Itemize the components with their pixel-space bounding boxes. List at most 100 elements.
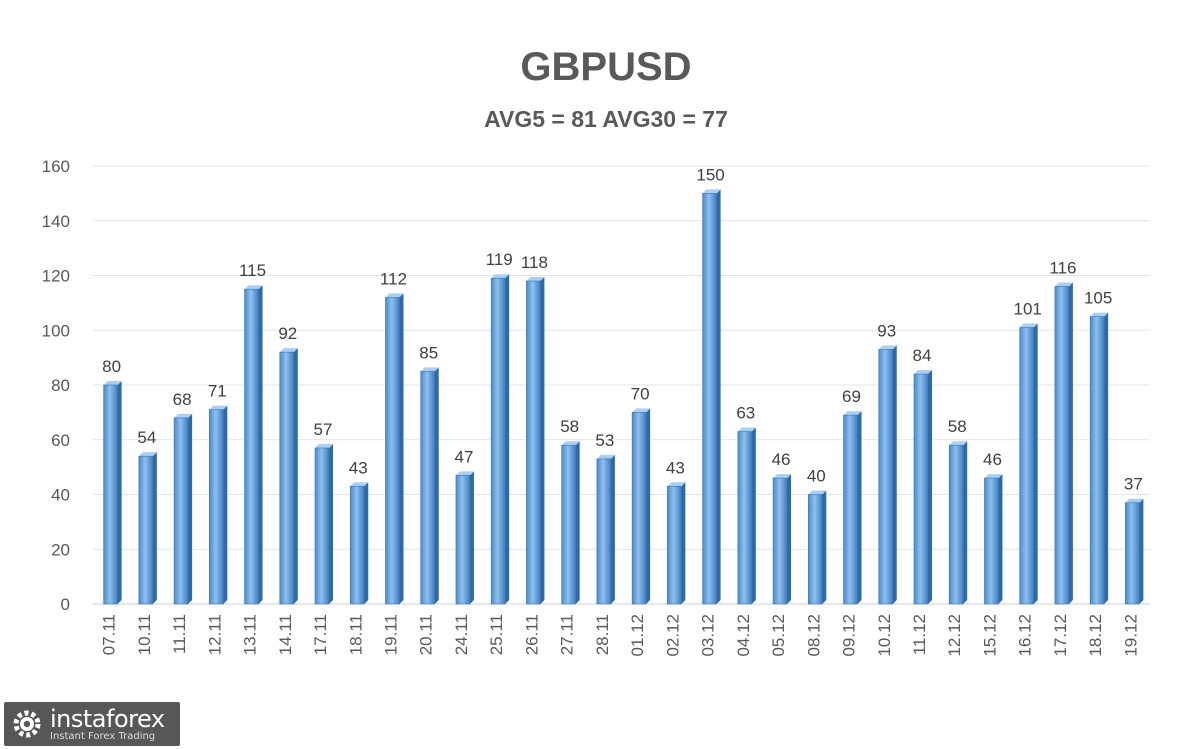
bar-front bbox=[279, 351, 295, 605]
data-label: 46 bbox=[772, 450, 791, 469]
bar bbox=[667, 482, 686, 605]
bar-side bbox=[188, 413, 193, 604]
x-tick-label: 10.12 bbox=[875, 614, 894, 657]
data-label: 54 bbox=[137, 428, 156, 447]
bar-side bbox=[223, 405, 228, 604]
bar-side bbox=[1139, 498, 1144, 604]
bar bbox=[913, 370, 932, 605]
x-tick-label: 11.11 bbox=[170, 614, 189, 654]
x-tick-label: 10.11 bbox=[135, 614, 154, 655]
data-label: 46 bbox=[983, 450, 1002, 469]
bar bbox=[103, 381, 122, 605]
data-label: 43 bbox=[666, 458, 685, 477]
bar bbox=[1089, 312, 1109, 605]
x-tick-label: 01.12 bbox=[628, 614, 647, 657]
bar-front bbox=[878, 349, 894, 605]
x-tick-label: 17.12 bbox=[1051, 614, 1070, 657]
y-axis-ticks: 0 20 40 60 80 100 120 140 160 bbox=[42, 157, 70, 614]
bar-top bbox=[420, 367, 439, 372]
bar bbox=[737, 427, 756, 605]
data-label: 80 bbox=[102, 357, 121, 376]
bar-side bbox=[1104, 312, 1109, 604]
bar-top bbox=[455, 471, 474, 476]
bar-top bbox=[138, 452, 157, 457]
bar bbox=[1019, 323, 1038, 605]
bar-front bbox=[1089, 316, 1105, 605]
data-label: 101 bbox=[1013, 300, 1041, 319]
bar-front bbox=[631, 412, 647, 605]
x-tick-label: 26.11 bbox=[522, 614, 541, 655]
x-tick-label: 19.11 bbox=[381, 614, 400, 655]
bar-side bbox=[751, 427, 756, 604]
bar-side bbox=[364, 482, 369, 604]
bar-front bbox=[596, 458, 612, 605]
bar-top bbox=[385, 293, 404, 298]
data-label: 150 bbox=[696, 165, 724, 184]
bar-side bbox=[927, 370, 932, 604]
bar-top bbox=[737, 427, 756, 432]
bar bbox=[843, 411, 862, 605]
bar-front bbox=[244, 288, 259, 605]
bar-top bbox=[174, 413, 193, 418]
bar bbox=[807, 490, 827, 605]
bar-side bbox=[540, 276, 545, 604]
x-tick-label: 11.12 bbox=[910, 614, 929, 655]
bar-top bbox=[526, 276, 545, 281]
bar bbox=[1054, 282, 1073, 605]
bar-side bbox=[152, 452, 157, 604]
x-tick-label: 03.12 bbox=[699, 614, 718, 657]
bar-side bbox=[998, 474, 1003, 604]
x-tick-label: 16.12 bbox=[1016, 614, 1035, 657]
bar bbox=[984, 474, 1003, 605]
bar-top bbox=[491, 274, 510, 279]
x-tick-label: 15.12 bbox=[980, 614, 999, 657]
data-label: 71 bbox=[208, 382, 227, 401]
bar-front bbox=[948, 444, 964, 605]
bar-top bbox=[315, 443, 334, 448]
bar-front bbox=[561, 444, 576, 605]
data-label: 119 bbox=[486, 250, 513, 269]
x-tick-label: 08.12 bbox=[804, 614, 823, 657]
bar bbox=[209, 405, 228, 605]
bar-front bbox=[526, 280, 541, 605]
y-tick-label: 140 bbox=[42, 212, 70, 231]
bar-top bbox=[209, 405, 228, 410]
bar bbox=[490, 274, 510, 605]
bar-side bbox=[646, 408, 651, 604]
chart-subtitle: AVG5 = 81 AVG30 = 77 bbox=[484, 106, 728, 132]
bar-front bbox=[1019, 327, 1034, 605]
bar bbox=[420, 367, 439, 605]
bar-front bbox=[138, 455, 154, 605]
x-tick-label: 13.11 bbox=[241, 614, 260, 655]
x-tick-label: 09.12 bbox=[840, 614, 859, 657]
bar-side bbox=[575, 441, 580, 604]
bar-side bbox=[505, 274, 510, 604]
x-tick-label: 18.12 bbox=[1086, 614, 1105, 657]
bar-front bbox=[1054, 286, 1070, 605]
data-label: 118 bbox=[521, 253, 548, 272]
bar-front bbox=[913, 373, 929, 605]
y-tick-label: 0 bbox=[61, 595, 70, 614]
bar-side bbox=[857, 411, 862, 604]
data-label: 115 bbox=[239, 261, 266, 280]
bar bbox=[455, 471, 474, 605]
bar-side bbox=[716, 189, 721, 604]
bar bbox=[596, 454, 615, 605]
x-tick-label: 12.11 bbox=[205, 614, 224, 655]
bars bbox=[103, 189, 1144, 605]
bar-top bbox=[1125, 498, 1144, 503]
gear-logo-icon bbox=[13, 710, 41, 738]
bar-side bbox=[963, 441, 968, 604]
bar bbox=[948, 441, 968, 605]
bar-side bbox=[469, 471, 474, 604]
bar bbox=[279, 348, 298, 605]
y-tick-label: 160 bbox=[42, 157, 70, 176]
data-label: 85 bbox=[419, 343, 438, 362]
x-tick-label: 19.12 bbox=[1121, 614, 1140, 657]
bar-top bbox=[1019, 323, 1038, 328]
x-tick-label: 28.11 bbox=[593, 614, 612, 655]
data-label: 92 bbox=[278, 324, 297, 343]
x-tick-label: 20.11 bbox=[417, 614, 436, 655]
bar-top bbox=[561, 441, 580, 446]
